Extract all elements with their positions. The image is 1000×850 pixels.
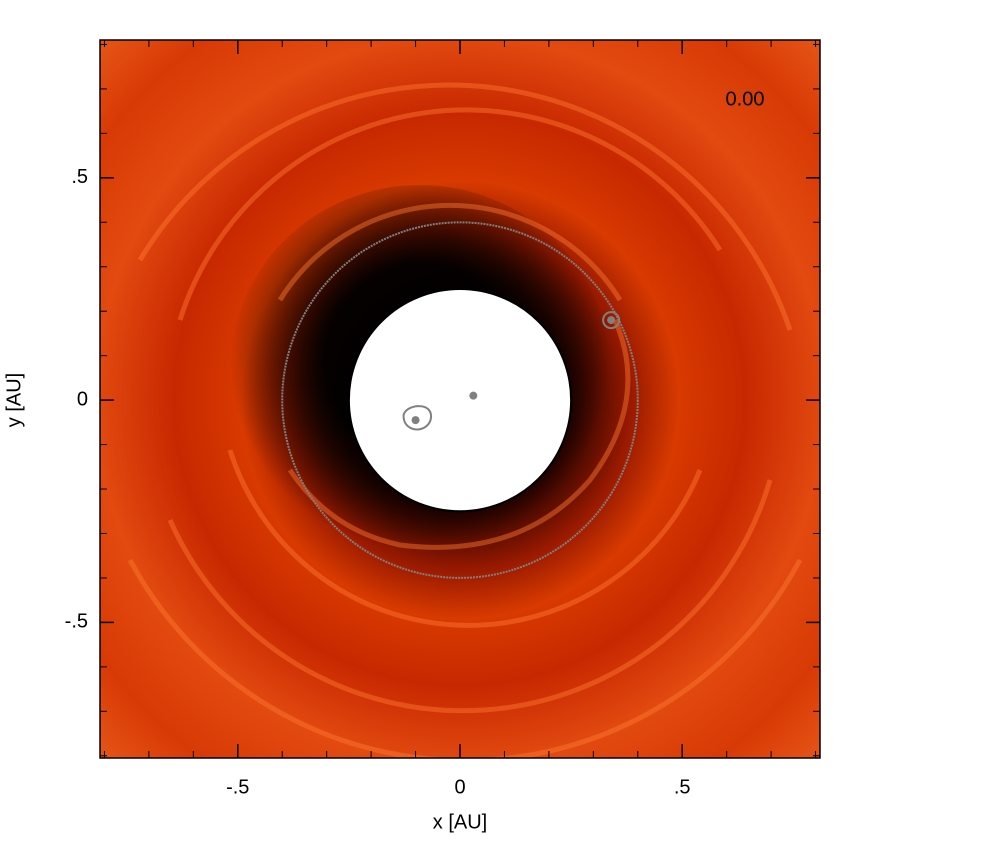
point xyxy=(469,391,478,400)
y-tick-label: -.5 xyxy=(65,611,88,633)
time-annotation: 0.00 xyxy=(726,88,765,110)
point xyxy=(411,416,420,425)
orbit-circle xyxy=(281,221,639,579)
x-tick-label: .5 xyxy=(674,776,691,798)
roche-contour xyxy=(602,311,621,330)
inner-boundary xyxy=(347,288,573,513)
x-axis-label: x [AU] xyxy=(433,811,487,833)
roche-contour xyxy=(402,405,432,431)
y-tick-label: 0 xyxy=(77,388,88,410)
y-axis-label: y [AU] xyxy=(3,373,25,427)
x-tick-label: -.5 xyxy=(226,776,249,798)
point xyxy=(607,316,616,325)
x-tick-label: 0 xyxy=(454,776,465,798)
y-tick-label: .5 xyxy=(71,166,88,188)
